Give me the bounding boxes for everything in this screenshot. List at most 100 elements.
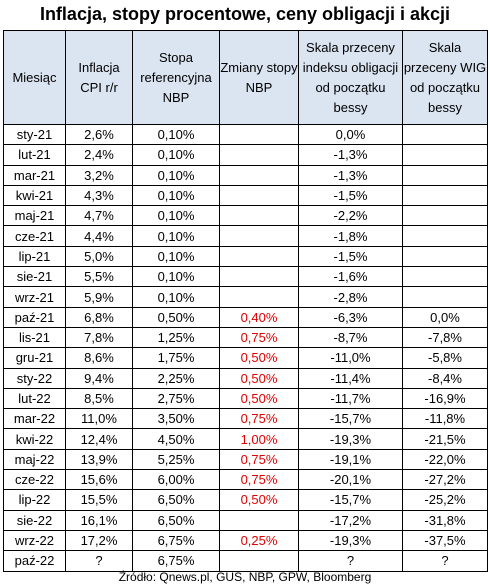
- reference-rate-cell: 6,50%: [132, 489, 220, 511]
- wig-drawdown-cell: [402, 144, 488, 166]
- rate-change-cell: 0,40%: [219, 306, 299, 328]
- month-cell: sty-22: [3, 367, 66, 389]
- wig-drawdown-cell: -16,9%: [402, 387, 488, 410]
- bond-drawdown-cell: -1,6%: [298, 266, 403, 288]
- reference-rate-cell: 6,75%: [132, 550, 220, 572]
- header-bond-index-drawdown: Skala przeceny indeksu obligacji od pocz…: [298, 30, 403, 125]
- bond-drawdown-cell: ?: [298, 550, 403, 572]
- cpi-cell: ?: [65, 550, 133, 572]
- wig-drawdown-cell: 0,0%: [402, 306, 488, 328]
- month-cell: kwi-21: [3, 184, 66, 207]
- bond-drawdown-cell: 0,0%: [298, 123, 403, 146]
- reference-rate-cell: 6,50%: [132, 509, 220, 531]
- cpi-cell: 17,2%: [65, 529, 133, 552]
- wig-drawdown-cell: -31,8%: [402, 509, 488, 531]
- month-cell: lip-22: [3, 489, 66, 511]
- bond-drawdown-cell: -1,5%: [298, 245, 403, 268]
- cpi-cell: 4,4%: [65, 225, 133, 247]
- month-cell: lut-21: [3, 144, 66, 166]
- rate-change-cell: 0,75%: [219, 326, 299, 349]
- cpi-cell: 7,8%: [65, 326, 133, 349]
- month-cell: lis-21: [3, 326, 66, 349]
- wig-drawdown-cell: -27,2%: [402, 469, 488, 491]
- month-cell: paź-22: [3, 550, 66, 572]
- wig-drawdown-cell: [402, 123, 488, 146]
- table-row: kwi-21 4,3% 0,10% -1,5%: [3, 184, 488, 207]
- wig-drawdown-cell: [402, 205, 488, 227]
- table-row: kwi-22 12,4% 4,50% 1,00% -19,3% -21,5%: [3, 428, 488, 450]
- cpi-cell: 2,6%: [65, 123, 133, 146]
- cpi-cell: 8,6%: [65, 347, 133, 369]
- wig-drawdown-cell: -25,2%: [402, 489, 488, 511]
- month-cell: mar-22: [3, 408, 66, 430]
- month-cell: cze-22: [3, 469, 66, 491]
- reference-rate-cell: 0,10%: [132, 205, 220, 227]
- wig-drawdown-cell: [402, 286, 488, 308]
- reference-rate-cell: 3,50%: [132, 408, 220, 430]
- cpi-cell: 6,8%: [65, 306, 133, 328]
- reference-rate-cell: 0,10%: [132, 184, 220, 207]
- header-row: Miesiąc Inflacja CPI r/r Stopa referency…: [3, 30, 488, 125]
- wig-drawdown-cell: -7,8%: [402, 326, 488, 349]
- month-cell: gru-21: [3, 347, 66, 369]
- month-cell: sty-21: [3, 123, 66, 146]
- bond-drawdown-cell: -2,2%: [298, 205, 403, 227]
- rate-change-cell: [219, 164, 299, 186]
- table-row: mar-21 3,2% 0,10% -1,3%: [3, 164, 488, 186]
- table-row: maj-21 4,7% 0,10% -2,2%: [3, 205, 488, 227]
- table-row: wrz-22 17,2% 6,75% 0,25% -19,3% -37,5%: [3, 529, 488, 552]
- table-row: paź-22? 6,75%??: [3, 550, 488, 572]
- month-cell: lut-22: [3, 387, 66, 410]
- month-cell: cze-21: [3, 225, 66, 247]
- cpi-cell: 15,6%: [65, 469, 133, 491]
- wig-drawdown-cell: -22,0%: [402, 448, 488, 471]
- table-row: wrz-21 5,9% 0,10% -2,8%: [3, 286, 488, 308]
- wig-drawdown-cell: [402, 184, 488, 207]
- reference-rate-cell: 0,10%: [132, 245, 220, 268]
- cpi-cell: 3,2%: [65, 164, 133, 186]
- rate-change-cell: 0,50%: [219, 367, 299, 389]
- wig-drawdown-cell: -8,4%: [402, 367, 488, 389]
- cpi-cell: 5,0%: [65, 245, 133, 268]
- bond-drawdown-cell: -1,3%: [298, 164, 403, 186]
- table-row: cze-21 4,4% 0,10% -1,8%: [3, 225, 488, 247]
- page-title: Inflacja, stopy procentowe, ceny obligac…: [39, 4, 451, 24]
- bond-drawdown-cell: -1,5%: [298, 184, 403, 207]
- rate-change-cell: [219, 245, 299, 268]
- cpi-cell: 5,5%: [65, 266, 133, 288]
- bond-drawdown-cell: -20,1%: [298, 469, 403, 491]
- bond-drawdown-cell: -1,3%: [298, 144, 403, 166]
- rate-change-cell: [219, 205, 299, 227]
- wig-drawdown-cell: [402, 225, 488, 247]
- reference-rate-cell: 4,50%: [132, 428, 220, 450]
- reference-rate-cell: 0,10%: [132, 286, 220, 308]
- wig-drawdown-cell: [402, 266, 488, 288]
- bond-drawdown-cell: -11,0%: [298, 347, 403, 369]
- table-row: sie-22 16,1% 6,50% -17,2% -31,8%: [3, 509, 488, 531]
- table-row: lut-21 2,4% 0,10% -1,3%: [3, 144, 488, 166]
- wig-drawdown-cell: -11,8%: [402, 408, 488, 430]
- header-reference-rate: Stopa referencyjna NBP: [132, 30, 220, 125]
- cpi-cell: 16,1%: [65, 509, 133, 531]
- table-row: paź-21 6,8% 0,50% 0,40% -6,3% 0,0%: [3, 306, 488, 328]
- month-cell: mar-21: [3, 164, 66, 186]
- cpi-cell: 11,0%: [65, 408, 133, 430]
- reference-rate-cell: 0,10%: [132, 123, 220, 146]
- bond-drawdown-cell: -19,3%: [298, 529, 403, 552]
- bond-drawdown-cell: -2,8%: [298, 286, 403, 308]
- reference-rate-cell: 0,10%: [132, 164, 220, 186]
- cpi-cell: 5,9%: [65, 286, 133, 308]
- header-month: Miesiąc: [3, 30, 66, 125]
- month-cell: wrz-22: [3, 529, 66, 552]
- cpi-cell: 15,5%: [65, 489, 133, 511]
- wig-drawdown-cell: -21,5%: [402, 428, 488, 450]
- table-body: sty-21 2,6% 0,10% 0,0% lut-21 2,4% 0,10% -1,3% m…: [3, 123, 488, 572]
- rate-change-cell: 0,50%: [219, 347, 299, 369]
- rate-change-cell: [219, 550, 299, 572]
- table-row: lip-21 5,0% 0,10% -1,5%: [3, 245, 488, 268]
- month-cell: sie-21: [3, 266, 66, 288]
- bond-drawdown-cell: -19,3%: [298, 428, 403, 450]
- month-cell: sie-22: [3, 509, 66, 531]
- table-row: lis-21 7,8% 1,25% 0,75% -8,7% -7,8%: [3, 326, 488, 349]
